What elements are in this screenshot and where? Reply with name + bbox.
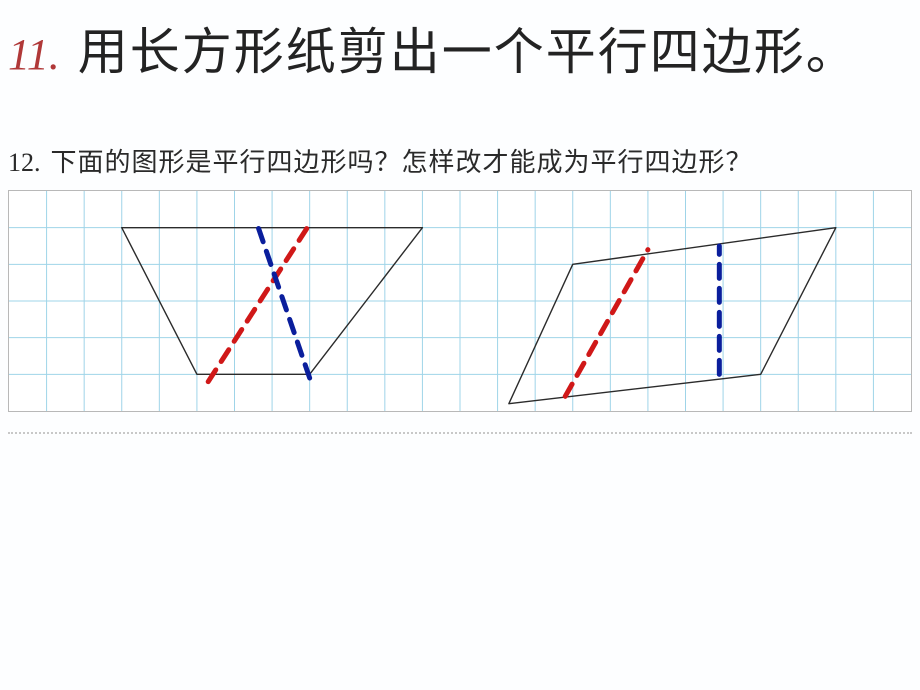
question-11: 11. 用长方形纸剪出一个平行四边形。 [8, 12, 858, 84]
question-12: 12. 下面的图形是平行四边形吗？怎样改才能成为平行四边形？ [8, 142, 753, 179]
page-divider [8, 432, 912, 434]
grid-diagram [8, 190, 912, 412]
question-11-text: 用长方形纸剪出一个平行四边形。 [78, 12, 858, 84]
question-11-number: 11. [8, 29, 60, 80]
question-12-number: 12. [8, 148, 41, 178]
grid-svg [9, 191, 911, 411]
question-12-text: 下面的图形是平行四边形吗？怎样改才能成为平行四边形？ [51, 142, 753, 179]
